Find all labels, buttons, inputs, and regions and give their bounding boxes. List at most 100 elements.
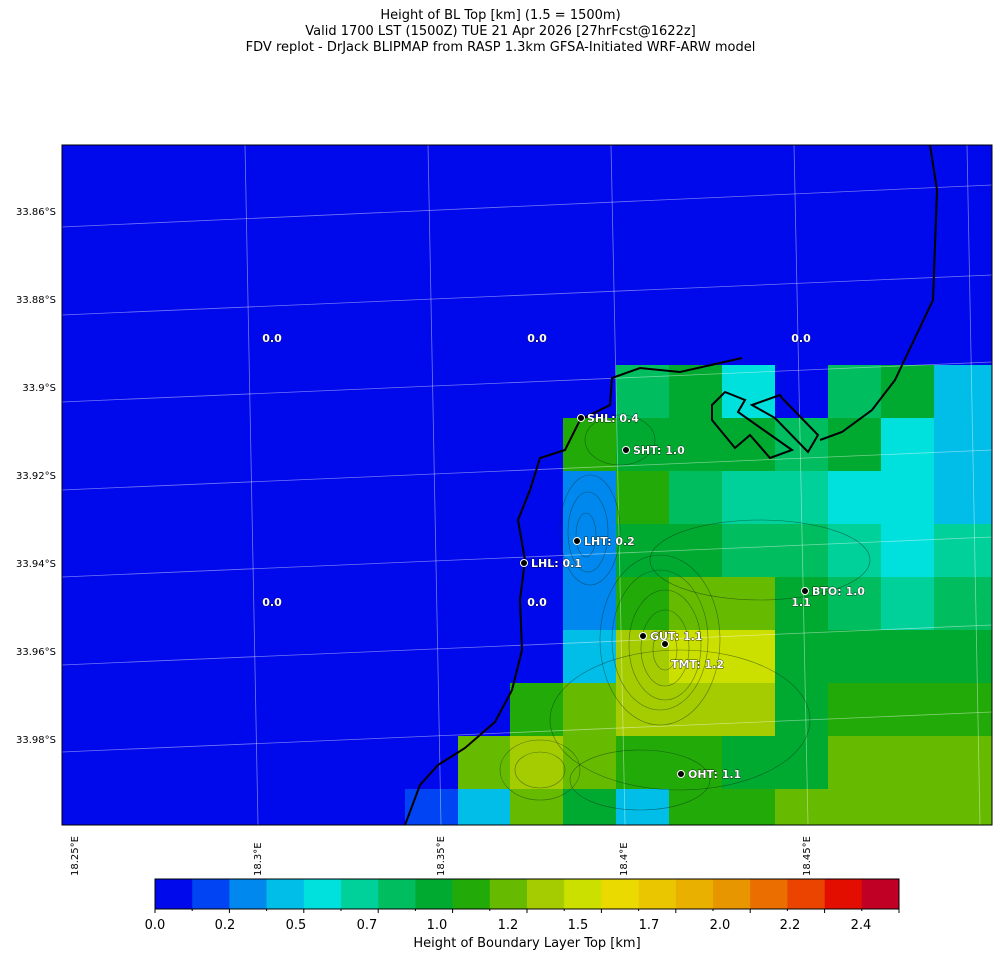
colorbar-segment — [303, 879, 342, 909]
graticule — [62, 145, 992, 825]
colorbar-segment — [415, 879, 453, 909]
bl-cell — [881, 577, 934, 630]
bl-cell — [934, 418, 992, 471]
grid-value-label: 0.0 — [527, 596, 547, 609]
colorbar-tick-label: 1.5 — [567, 918, 589, 933]
site-label-shl: SHL: 0.4 — [587, 412, 639, 425]
site-label-sht: SHT: 1.0 — [633, 444, 685, 457]
bl-cell — [405, 789, 458, 825]
bl-cell — [881, 471, 934, 524]
bl-cell — [828, 418, 881, 471]
colorbar-tick-label: 1.7 — [638, 918, 660, 933]
colorbar-tick-label: 2.2 — [779, 918, 801, 933]
bl-cell — [616, 471, 669, 524]
latitude-label: 33.98°S — [16, 735, 56, 746]
colorbar-segment — [192, 879, 230, 909]
site-marker-lhl[interactable] — [520, 559, 528, 567]
bl-cell — [775, 630, 828, 683]
bl-cell — [828, 683, 881, 736]
bl-cell — [458, 736, 510, 789]
colorbar — [154, 878, 900, 913]
bl-cell — [616, 789, 669, 825]
bl-cell — [563, 577, 616, 630]
bl-cell — [722, 577, 775, 630]
parallel-line — [62, 711, 992, 753]
bl-cell — [934, 683, 992, 736]
site-label-bto: BTO: 1.0 — [812, 585, 865, 598]
grid-value-label: 1.1 — [791, 596, 811, 609]
latitude-label: 33.86°S — [16, 207, 56, 218]
title-line-3: FDV replot - DrJack BLIPMAP from RASP 1.… — [245, 40, 756, 55]
site-label-tmt: TMT: 1.2 — [671, 658, 724, 671]
bl-cell — [563, 736, 616, 789]
bl-cell — [828, 736, 881, 789]
latitude-label: 33.9°S — [22, 383, 56, 394]
site-marker-oht[interactable] — [677, 770, 685, 778]
site-marker-gut[interactable] — [639, 632, 647, 640]
bl-cell — [510, 736, 563, 789]
colorbar-segment — [601, 879, 639, 909]
colorbar-tick-label: 0.2 — [214, 918, 236, 933]
bl-cell — [828, 789, 881, 825]
parallel-line — [62, 274, 992, 316]
colorbar-segment — [527, 879, 565, 909]
colorbar-segment — [155, 879, 193, 909]
colorbar-tick-label: 2.0 — [709, 918, 731, 933]
parallel-line — [62, 536, 992, 578]
longitude-label: 18.45°E — [802, 836, 813, 876]
meridian-line — [427, 145, 442, 825]
bl-cell — [616, 736, 669, 789]
grid-value-label: 0.0 — [791, 332, 811, 345]
bl-cell — [828, 630, 881, 683]
bl-cell — [510, 683, 563, 736]
colorbar-tick-label: 1.2 — [497, 918, 519, 933]
colorbar-segment — [638, 879, 677, 909]
bl-cell — [934, 577, 992, 630]
site-marker-sht[interactable] — [622, 446, 630, 454]
site-marker-bto[interactable] — [801, 587, 809, 595]
site-marker-shl[interactable] — [577, 414, 585, 422]
bl-cell — [616, 524, 669, 577]
colorbar-segment — [713, 879, 751, 909]
colorbar-tick-label: 0.5 — [285, 918, 307, 933]
bl-cell — [881, 365, 934, 418]
bl-cell — [934, 630, 992, 683]
bl-cell — [775, 471, 828, 524]
meridian-line — [244, 145, 259, 825]
bl-cell — [669, 471, 722, 524]
bl-cell — [616, 683, 669, 736]
bl-cell — [722, 418, 775, 471]
site-label-lhl: LHL: 0.1 — [531, 557, 582, 570]
colorbar-segment — [564, 879, 602, 909]
site-label-oht: OHT: 1.1 — [688, 768, 741, 781]
grid-value-labels: 0.0 0.0 0.0 0.0 0.0 1.1 — [262, 332, 811, 610]
meridian-line — [793, 145, 809, 825]
plot-frame — [61, 144, 993, 826]
bl-cell — [722, 524, 775, 577]
latitude-label: 33.92°S — [16, 471, 56, 482]
grid-value-label: 0.0 — [262, 332, 282, 345]
bl-cell — [458, 789, 510, 825]
site-marker-lht[interactable] — [573, 537, 581, 545]
bl-cell — [828, 524, 881, 577]
bl-cell — [563, 524, 616, 577]
site-label-gut: GUT: 1.1 — [650, 630, 703, 643]
bl-cell — [934, 524, 992, 577]
longitude-label: 18.4°E — [619, 842, 630, 876]
site-marker-tmt[interactable] — [661, 640, 669, 648]
bl-cell — [881, 630, 934, 683]
colorbar-segment — [489, 879, 528, 909]
bl-cell — [563, 683, 616, 736]
colorbar-tick-label: 0.7 — [356, 918, 378, 933]
bl-cell — [669, 524, 722, 577]
colorbar-segment — [787, 879, 825, 909]
terrain-contours — [499, 414, 871, 811]
bl-cell — [616, 577, 669, 630]
longitude-label: 18.25°E — [70, 836, 81, 876]
bl-cell — [881, 683, 934, 736]
colorbar-segment — [861, 879, 900, 909]
bl-cell — [881, 418, 934, 471]
bl-cell — [669, 736, 722, 789]
bl-height-cells — [405, 365, 992, 825]
